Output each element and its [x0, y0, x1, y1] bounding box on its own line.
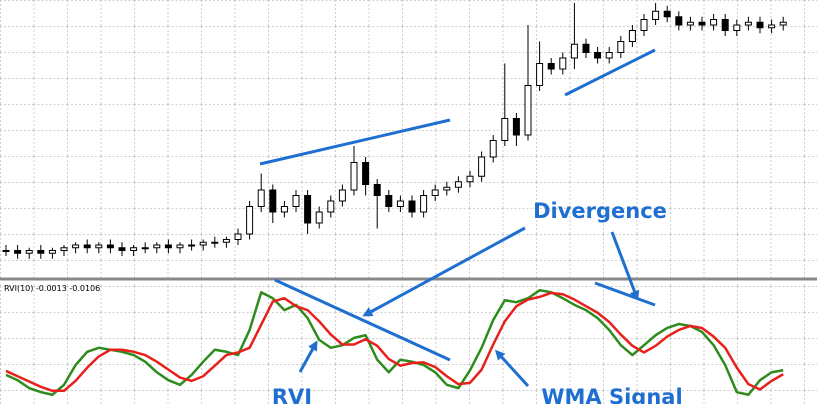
candle-body [628, 30, 636, 42]
candle-body [710, 19, 718, 26]
candle-body [188, 244, 196, 247]
trend-line [564, 48, 656, 97]
candle-body [246, 206, 254, 235]
candle-body [211, 241, 219, 244]
candle-body [2, 250, 10, 252]
candle-body [640, 19, 648, 31]
candle-body [106, 244, 114, 249]
arrow [610, 231, 640, 301]
candle-body [768, 24, 776, 29]
candle-body [60, 247, 68, 251]
candle-body [327, 200, 335, 213]
grid [0, 0, 817, 278]
candle-body [594, 52, 602, 59]
candle-body [153, 244, 161, 249]
trend-line [594, 281, 656, 307]
candle-body [675, 16, 683, 26]
candle-body [130, 247, 138, 251]
annotation-label: Divergence [533, 199, 667, 223]
candle-body [37, 250, 45, 254]
candle-body [605, 52, 613, 59]
candle-body [373, 184, 381, 196]
indicator-line [5, 289, 784, 396]
candle-body [234, 233, 242, 240]
candle-body [431, 189, 439, 196]
candle-body [141, 247, 149, 250]
candle-body [582, 43, 590, 53]
candle-body [744, 21, 752, 26]
candle-body [512, 118, 520, 136]
candle-body [48, 250, 56, 254]
arrow [362, 226, 526, 317]
candle-body [338, 189, 346, 202]
candle-body [199, 241, 207, 246]
candle-body [536, 63, 544, 86]
candle-body [779, 21, 787, 26]
candle-body [72, 244, 80, 249]
candle-body [663, 10, 671, 18]
candle-body [408, 200, 416, 213]
candle-body [280, 206, 288, 213]
candle-body [315, 211, 323, 224]
candle-body [257, 189, 265, 207]
candle-body [25, 250, 33, 254]
candle-body [466, 175, 474, 183]
candle-body [304, 195, 312, 224]
indicator-line [5, 291, 784, 393]
candle-body [478, 156, 486, 177]
candle-body [524, 85, 532, 136]
trend-line [259, 118, 451, 166]
candle-body [292, 195, 300, 207]
candle-body [547, 63, 555, 70]
candle-body [501, 118, 509, 141]
indicator-label: RVI(10) -0.0013 -0.0106 [4, 284, 100, 293]
grid [0, 282, 817, 404]
series-label: WMA Signal [541, 385, 682, 404]
trend-line [274, 278, 451, 362]
candle-body [83, 244, 91, 249]
candle-body [222, 239, 230, 243]
candle-body [454, 181, 462, 188]
candle-body [176, 244, 184, 249]
candle-body [733, 24, 741, 31]
arrow [298, 340, 318, 373]
candle-body [489, 140, 497, 158]
candle-body [617, 41, 625, 53]
candle-body [350, 162, 358, 191]
series-label: RVI [272, 385, 312, 404]
annotations [259, 48, 656, 388]
candle-body [570, 43, 578, 59]
candle-body [269, 189, 277, 213]
candle-body [14, 250, 22, 254]
candle-body [362, 162, 370, 185]
candle-body [721, 19, 729, 31]
candle-body [420, 195, 428, 213]
candle-body [396, 200, 404, 207]
candle-body [652, 10, 660, 20]
candle-body [164, 244, 172, 249]
candle-body [95, 244, 103, 249]
arrow [494, 349, 530, 388]
candle-body [698, 21, 706, 26]
candle-body [443, 186, 451, 191]
candle-body [118, 247, 126, 251]
candle-body [756, 21, 764, 29]
candle-body [385, 195, 393, 207]
candle-body [686, 21, 694, 26]
candle-body [559, 57, 567, 70]
